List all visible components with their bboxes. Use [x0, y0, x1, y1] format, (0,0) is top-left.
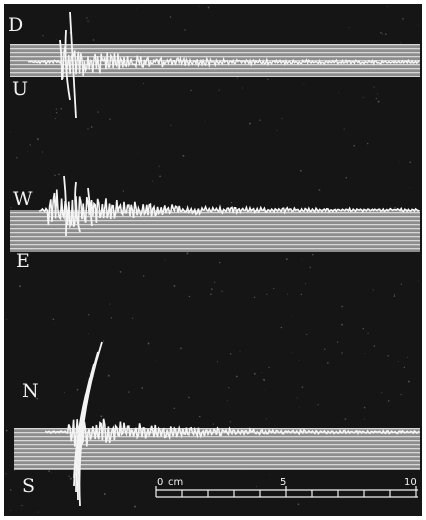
scale-label-unit: cm: [168, 477, 184, 488]
label-south: S: [22, 475, 36, 497]
scale-label-ten: 10: [404, 477, 417, 488]
trace-north-south: [45, 341, 420, 507]
label-down: D: [8, 14, 24, 36]
label-east: E: [16, 250, 30, 272]
label-north: N: [22, 380, 39, 402]
scale-label-zero: 0: [157, 477, 164, 488]
trace-vertical: [27, 11, 420, 119]
scale-bar: [155, 486, 418, 498]
scale-label-five: 5: [280, 477, 287, 488]
trace-east-west: [39, 175, 420, 237]
label-west: W: [13, 188, 33, 210]
label-up: U: [12, 78, 29, 100]
